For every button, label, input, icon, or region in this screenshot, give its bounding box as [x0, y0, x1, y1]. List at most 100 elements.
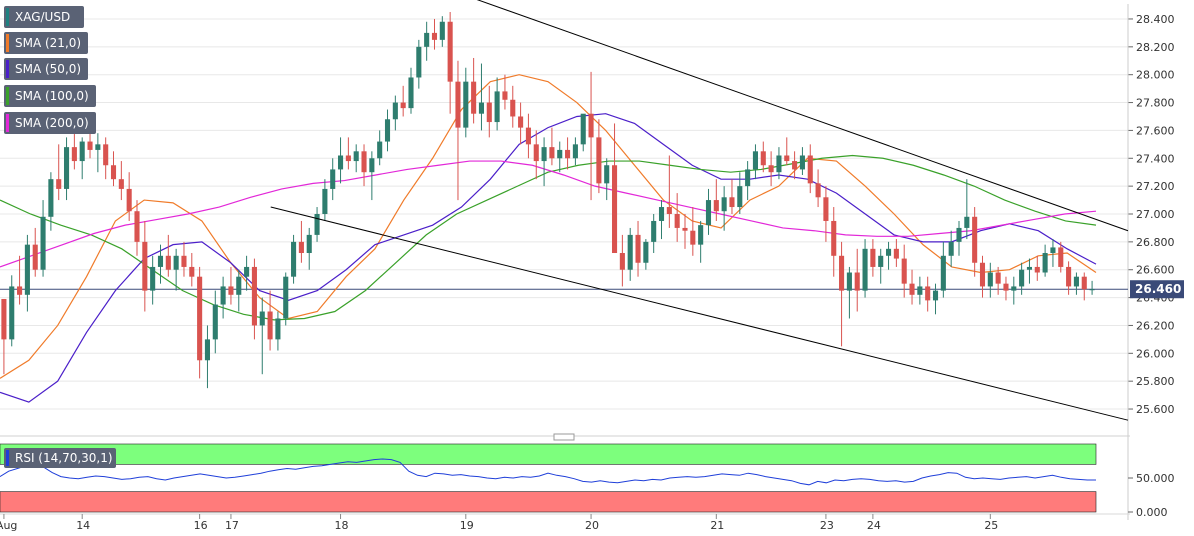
candle — [690, 207, 696, 256]
time-tick-label: 23 — [820, 519, 834, 532]
candle-body — [698, 225, 704, 245]
candle-body — [1042, 253, 1048, 273]
candle-body — [1089, 289, 1095, 291]
candle-body — [259, 311, 265, 326]
candle — [48, 172, 54, 231]
channel-line — [476, 0, 1129, 232]
candle — [1050, 239, 1056, 267]
candle — [502, 74, 508, 110]
candle-body — [643, 241, 649, 263]
candle — [815, 169, 821, 208]
candle — [995, 266, 1001, 295]
candle — [1003, 276, 1009, 301]
candle — [1081, 272, 1087, 301]
candle — [494, 77, 500, 131]
candle-body — [298, 241, 304, 254]
candle-body — [846, 272, 852, 291]
legend-item-xagusd[interactable]: XAG/USD — [4, 6, 84, 28]
candle — [244, 255, 250, 291]
candle — [979, 255, 986, 298]
legend-item-sma50[interactable]: SMA (50,0) — [4, 58, 88, 80]
price-tick-label: 27.000 — [1136, 208, 1175, 221]
candle — [760, 141, 766, 173]
candle-body — [71, 147, 77, 162]
candle-body — [353, 151, 359, 162]
candle — [150, 255, 156, 305]
panel-divider[interactable] — [0, 433, 1130, 441]
candle — [1066, 261, 1072, 295]
candle-body — [893, 248, 899, 259]
candle-body — [932, 290, 939, 301]
candle — [588, 71, 594, 201]
candle-body — [831, 220, 837, 256]
legend-item-sma200[interactable]: SMA (200,0) — [4, 112, 96, 134]
legend-item-sma21-label: SMA (21,0) — [15, 36, 81, 50]
time-tick-label: 20 — [585, 519, 599, 532]
candle-body — [690, 230, 696, 245]
candle-body — [439, 21, 445, 40]
candle-body — [87, 141, 93, 150]
candle-body — [799, 155, 805, 170]
rsi-line — [0, 458, 1096, 486]
candle — [110, 151, 117, 187]
candle-body — [369, 158, 375, 173]
candle-body — [878, 255, 884, 267]
candle-body — [948, 241, 954, 256]
panel-resize-handle[interactable] — [553, 433, 575, 441]
candle-body — [142, 241, 148, 291]
candle-body — [32, 244, 38, 270]
candle-body — [181, 255, 187, 267]
legend-item-sma100[interactable]: SMA (100,0) — [4, 85, 96, 107]
candle — [510, 85, 516, 128]
candle — [17, 255, 23, 305]
candle — [455, 60, 461, 201]
candle-body — [745, 169, 751, 187]
candle — [533, 130, 539, 180]
candle-body — [588, 113, 594, 138]
candle-body — [604, 165, 610, 184]
candle — [471, 57, 477, 124]
candle — [377, 130, 383, 166]
candle-body — [1066, 266, 1072, 287]
legend-item-sma100-box — [4, 85, 96, 107]
candle-body — [306, 234, 312, 254]
candle — [361, 144, 367, 187]
candle-body — [471, 81, 477, 114]
candle — [236, 269, 242, 312]
candle-body — [666, 207, 672, 214]
candle-body — [815, 183, 821, 198]
candle-body — [901, 258, 907, 284]
candle-body — [173, 255, 179, 270]
candle-body — [322, 188, 328, 214]
current-price-label: 26.460 — [1135, 282, 1181, 296]
candle-body — [1026, 266, 1033, 270]
candle-body — [377, 141, 383, 159]
candle — [972, 207, 978, 277]
candle-body — [557, 149, 563, 159]
candle — [220, 276, 226, 319]
legend-item-rsi[interactable]: RSI (14,70,30,1) — [4, 448, 116, 468]
sma-lines — [0, 74, 1097, 403]
candle-body — [807, 155, 813, 184]
legend-item-sma200-box — [4, 112, 96, 134]
candle — [400, 85, 406, 117]
legend-item-sma21[interactable]: SMA (21,0) — [4, 32, 88, 54]
candle — [142, 220, 148, 312]
candle-body — [24, 244, 30, 295]
candle — [463, 67, 469, 138]
time-tick-label: 14 — [76, 519, 90, 532]
candle — [126, 172, 132, 221]
candle — [165, 234, 171, 277]
candle-body — [979, 262, 986, 287]
candle — [384, 109, 391, 152]
candle-body — [337, 155, 344, 170]
candle — [1026, 258, 1033, 284]
candle-body — [502, 91, 508, 100]
candle-body — [189, 266, 195, 277]
candle-body — [157, 255, 164, 267]
candle — [228, 266, 234, 305]
candle-body — [494, 91, 500, 123]
candle-body — [392, 102, 398, 120]
candle-body — [729, 197, 735, 208]
